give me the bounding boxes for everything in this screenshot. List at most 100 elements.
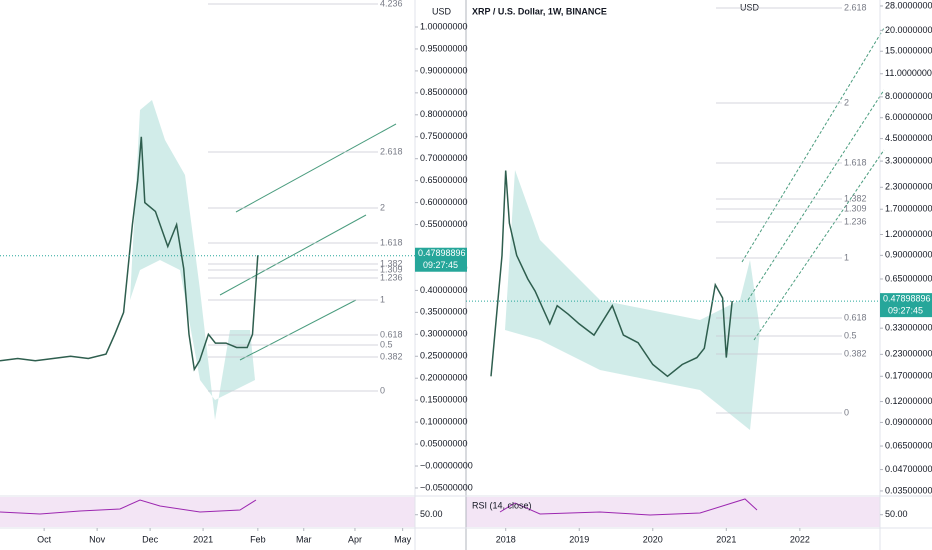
- fib-label: 0.5: [844, 330, 857, 340]
- fib-label: 0: [844, 407, 849, 417]
- fib-label: 1.618: [380, 237, 403, 247]
- y-tick-label: 0.17000000: [885, 371, 932, 381]
- fib-label: 2: [844, 97, 849, 107]
- fib-label: 2: [380, 202, 385, 212]
- trend-line: [219, 214, 367, 296]
- y-tick-label: 0.65000000: [885, 273, 932, 283]
- fib-label: 1.236: [380, 272, 403, 282]
- y-tick-label: 0.09000000: [885, 417, 932, 427]
- y-tick-label: 0.25000000: [420, 351, 468, 361]
- x-tick-label: Apr: [348, 534, 362, 544]
- y-tick-label: 0.23000000: [885, 349, 932, 359]
- y-tick-label: 0.85000000: [420, 87, 468, 97]
- fib-label: 0: [380, 385, 385, 395]
- fib-label: 2.618: [380, 146, 403, 156]
- fib-label: 0.618: [844, 312, 867, 322]
- y-tick-label: 15.00000000: [885, 46, 932, 56]
- x-tick-label: May: [394, 534, 412, 544]
- trend-line: [235, 123, 397, 213]
- chart-title: XRP / U.S. Dollar, 1W, BINANCE: [472, 6, 607, 16]
- fib-label: 1.618: [844, 157, 867, 167]
- y-tick-label: 0.65000000: [420, 175, 468, 185]
- trend-line: [741, 27, 885, 263]
- y-tick-label: 0.75000000: [420, 131, 468, 141]
- y-tick-label: 28.00000000: [885, 0, 932, 10]
- y-tick-label: 0.03500000: [885, 485, 932, 495]
- y-tick-label: 0.90000000: [420, 65, 468, 75]
- fib-label: 0.618: [380, 329, 403, 339]
- price-tag: 0.47898896: [883, 294, 931, 304]
- x-tick-label: Feb: [250, 534, 266, 544]
- y-tick-label: 0.05000000: [420, 438, 468, 448]
- y-tick-label: 0.20000000: [420, 373, 468, 383]
- y-tick-label: 2.30000000: [885, 182, 932, 192]
- y-tick-label: 1.70000000: [885, 204, 932, 214]
- fib-label: 1.382: [380, 258, 403, 268]
- y-tick-label: 0.30000000: [420, 329, 468, 339]
- fib-label: 4.236: [380, 0, 403, 8]
- y-tick-label: 20.00000000: [885, 25, 932, 35]
- price-tag: 0.47898896: [418, 248, 466, 258]
- time-tag: 09:27:45: [423, 260, 458, 270]
- y-tick-label: 0.15000000: [420, 395, 468, 405]
- y-tick-label: 0.04700000: [885, 464, 932, 474]
- fib-label: 1: [380, 294, 385, 304]
- y-tick-label: 0.60000000: [420, 197, 468, 207]
- y-tick-label: 0.95000000: [420, 43, 468, 53]
- fib-label: 2.618: [844, 2, 867, 12]
- y-tick-label: 1.20000000: [885, 229, 932, 239]
- x-tick-label: 2020: [643, 534, 663, 544]
- fib-label: 0.382: [844, 348, 867, 358]
- price-line: [0, 136, 259, 372]
- x-tick-label: 2021: [716, 534, 736, 544]
- y-tick-label: 0.40000000: [420, 285, 468, 295]
- rsi-tick-label: 50.00: [885, 509, 908, 519]
- y-tick-label: 6.00000000: [885, 112, 932, 122]
- time-tag: 09:27:45: [888, 306, 923, 316]
- y-tick-label: 8.00000000: [885, 91, 932, 101]
- fib-label: 1.309: [844, 203, 867, 213]
- rsi-tick-label: 50.00: [420, 509, 443, 519]
- trend-line: [747, 89, 885, 301]
- y-tick-label: 0.90000000: [885, 250, 932, 260]
- fib-label: 1: [844, 252, 849, 262]
- fib-label: 1.382: [844, 193, 867, 203]
- y-tick-label: 3.30000000: [885, 155, 932, 165]
- y-tick-label: −0.00000000: [420, 460, 473, 470]
- y-tick-label: −0.05000000: [420, 482, 473, 492]
- x-tick-label: Oct: [37, 534, 52, 544]
- fib-label: 0.5: [380, 339, 393, 349]
- x-tick-label: Dec: [142, 534, 159, 544]
- band-area: [130, 100, 255, 420]
- price-line: [490, 170, 733, 378]
- fib-label: 1.309: [380, 264, 403, 274]
- rsi-line: [499, 498, 758, 516]
- x-tick-label: 2019: [569, 534, 589, 544]
- currency-label[interactable]: USD: [432, 6, 452, 16]
- x-tick-label: 2022: [790, 534, 810, 544]
- fib-label: 1.236: [844, 216, 867, 226]
- x-tick-label: 2021: [193, 534, 213, 544]
- price-tag-bg: [415, 247, 467, 272]
- y-tick-label: 0.12000000: [885, 396, 932, 406]
- y-tick-label: 0.10000000: [420, 416, 468, 426]
- trend-line: [753, 149, 885, 341]
- band-area: [505, 170, 760, 430]
- x-tick-label: 2018: [496, 534, 516, 544]
- y-tick-label: 0.33000000: [885, 323, 932, 333]
- x-tick-label: Mar: [296, 534, 312, 544]
- fib-label: 0.382: [380, 351, 403, 361]
- y-tick-label: 0.80000000: [420, 109, 468, 119]
- rsi-line: [0, 499, 257, 515]
- y-tick-label: 0.06500000: [885, 440, 932, 450]
- currency-label[interactable]: USD: [740, 2, 760, 12]
- y-tick-label: 11.00000000: [885, 68, 932, 78]
- x-tick-label: Nov: [89, 534, 106, 544]
- y-tick-label: 0.35000000: [420, 307, 468, 317]
- y-tick-label: 1.00000000: [420, 21, 468, 31]
- trend-line: [239, 299, 357, 361]
- y-tick-label: 4.50000000: [885, 133, 932, 143]
- y-tick-label: 0.70000000: [420, 153, 468, 163]
- price-tag-bg: [880, 293, 932, 318]
